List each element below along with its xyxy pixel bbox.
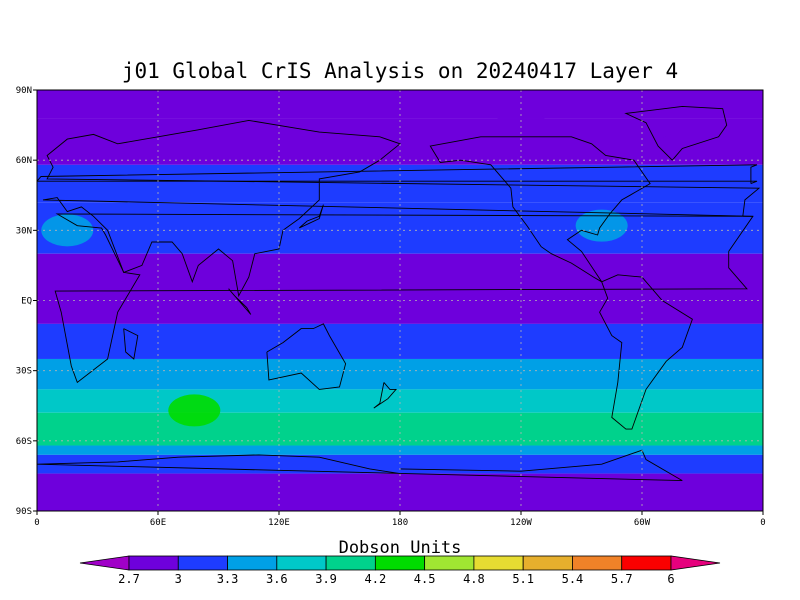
colorbar-box (325, 555, 376, 571)
coastline-outlines (37, 105, 761, 482)
colorbar-tick-label: 3.3 (217, 572, 239, 586)
colorbar-tick-label: 4.2 (365, 572, 387, 586)
heatmap-band (37, 412, 763, 446)
x-tick-label: 120E (268, 518, 290, 528)
colorbar-high-triangle (670, 555, 721, 571)
colorbar-tick-label: 5.1 (512, 572, 534, 586)
colorbar-low-triangle (79, 555, 130, 571)
colorbar-tick-label: 4.8 (463, 572, 485, 586)
grid-lines (37, 90, 763, 511)
colorbar-box (522, 555, 573, 571)
x-tick-label: 0 (760, 518, 765, 528)
coastline (54, 213, 754, 384)
coastline (228, 288, 252, 315)
colorbar-box (621, 555, 672, 571)
y-tick-label: 60S (16, 437, 32, 447)
colorbar-box (276, 555, 327, 571)
colorbar-box (473, 555, 524, 571)
x-tick-label: 120W (510, 518, 532, 528)
colorbar-tick-label: 3.9 (315, 572, 337, 586)
colorbar-box (424, 555, 475, 571)
colorbar-box (128, 555, 179, 571)
heatmap-band (37, 323, 763, 359)
x-tick-label: 60E (150, 518, 166, 528)
x-tick-label: 180 (392, 518, 408, 528)
coastline (624, 105, 728, 161)
coastline (599, 274, 693, 430)
coastline (373, 382, 397, 409)
colorbar-tick-label: 2.7 (118, 572, 140, 586)
colorbar-label: Dobson Units (339, 538, 462, 558)
coastline-wrap (37, 449, 683, 482)
coastline-wrap (42, 119, 761, 298)
coastline (37, 449, 683, 482)
colorbar-tick-label: 3.6 (266, 572, 288, 586)
colorbar-box (572, 555, 623, 571)
y-tick-label: 90N (16, 86, 32, 96)
coastline (298, 204, 324, 229)
y-tick-label: 30N (16, 226, 32, 236)
y-axis-ticks: 90N 60N 30N EQ 30S 60S 90S (16, 86, 37, 517)
heatmap-feature (232, 272, 285, 305)
coastline (42, 119, 761, 298)
colorbar-tick-label: 4.5 (414, 572, 436, 586)
colorbar-tick-label: 3 (175, 572, 182, 586)
y-tick-label: 30S (16, 367, 32, 377)
coastline-wrap (54, 213, 754, 384)
heatmap-band (37, 90, 763, 119)
colorbar-tick-label: 6 (667, 572, 674, 586)
x-tick-label: 0 (34, 518, 39, 528)
colorbar-tick-label: 5.4 (562, 572, 584, 586)
coastline (266, 323, 347, 390)
y-tick-label: 90S (16, 507, 32, 517)
colorbar-tick-label: 5.7 (611, 572, 633, 586)
coastline-wrap (37, 164, 758, 185)
chart-title: j01 Global CrIS Analysis on 20240417 Lay… (122, 59, 678, 83)
colorbar-box (374, 555, 426, 571)
coastline (429, 136, 651, 283)
y-tick-label: EQ (21, 297, 32, 307)
coastline (123, 328, 139, 360)
colorbar: 2.7 3 3.3 3.6 3.9 4.2 4.5 4.8 5.1 5.4 5.7 6 (79, 555, 721, 586)
coastline (37, 164, 758, 185)
y-tick-label: 60N (16, 156, 32, 166)
heatmap-feature (168, 394, 221, 427)
x-tick-label: 60W (634, 518, 651, 528)
heatmap-feature (495, 109, 547, 142)
x-axis-ticks: 0 60E 120E 180 120W 60W 0 (34, 511, 766, 528)
colorbar-box (227, 555, 278, 571)
colorbar-box (177, 555, 228, 571)
